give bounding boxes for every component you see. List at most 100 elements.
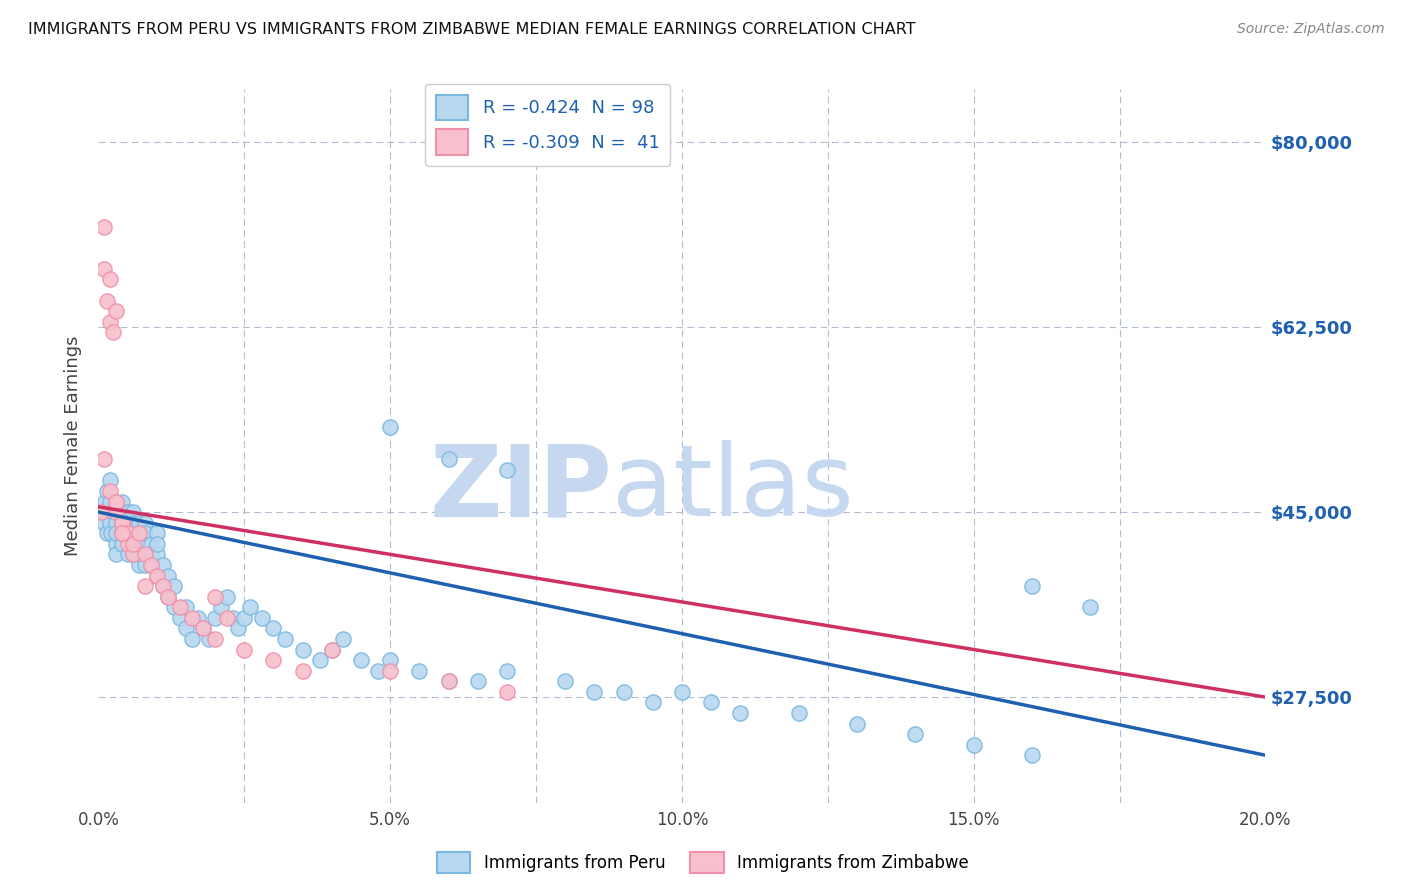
Point	[367, 664, 389, 678]
Point	[496, 685, 519, 699]
Point	[122, 516, 145, 530]
Point	[174, 621, 197, 635]
Point	[90, 505, 112, 519]
Text: Source: ZipAtlas.com: Source: ZipAtlas.com	[1237, 22, 1385, 37]
Point	[204, 611, 226, 625]
Point	[198, 632, 221, 646]
Text: atlas: atlas	[612, 441, 853, 537]
Point	[93, 219, 115, 234]
Legend: R = -0.424  N = 98, R = -0.309  N =  41: R = -0.424 N = 98, R = -0.309 N = 41	[425, 84, 671, 166]
Point	[114, 516, 136, 530]
Point	[117, 505, 139, 519]
Point	[128, 516, 150, 530]
Point	[111, 516, 134, 530]
Point	[104, 547, 127, 561]
Point	[101, 326, 124, 340]
Point	[134, 579, 156, 593]
Point	[122, 547, 145, 561]
Point	[93, 452, 115, 467]
Point	[139, 558, 162, 572]
Point	[90, 505, 112, 519]
Point	[1080, 600, 1102, 615]
Point	[174, 600, 197, 615]
Point	[408, 664, 430, 678]
Point	[134, 558, 156, 572]
Point	[274, 632, 297, 646]
Point	[193, 621, 215, 635]
Point	[104, 494, 127, 508]
Point	[291, 664, 314, 678]
Point	[152, 558, 174, 572]
Point	[108, 505, 131, 519]
Point	[846, 716, 869, 731]
Point	[163, 600, 186, 615]
Point	[96, 526, 118, 541]
Point	[180, 632, 202, 646]
Point	[437, 674, 460, 689]
Point	[117, 526, 139, 541]
Point	[239, 600, 262, 615]
Point	[98, 474, 121, 488]
Point	[111, 494, 134, 508]
Point	[146, 537, 169, 551]
Point	[111, 526, 134, 541]
Point	[134, 537, 156, 551]
Point	[380, 653, 402, 667]
Point	[1021, 748, 1043, 763]
Point	[104, 526, 127, 541]
Point	[262, 621, 284, 635]
Point	[120, 537, 142, 551]
Point	[98, 272, 121, 286]
Point	[250, 611, 273, 625]
Point	[104, 304, 127, 318]
Point	[612, 685, 634, 699]
Point	[671, 685, 693, 699]
Point	[700, 695, 723, 709]
Point	[128, 558, 150, 572]
Point	[228, 621, 250, 635]
Point	[169, 611, 191, 625]
Point	[554, 674, 576, 689]
Point	[134, 526, 156, 541]
Point	[437, 452, 460, 467]
Point	[193, 621, 215, 635]
Point	[104, 537, 127, 551]
Point	[146, 526, 169, 541]
Point	[152, 579, 174, 593]
Point	[111, 537, 134, 551]
Point	[163, 579, 186, 593]
Point	[128, 526, 150, 541]
Point	[111, 526, 134, 541]
Y-axis label: Median Female Earnings: Median Female Earnings	[65, 335, 83, 557]
Text: ZIP: ZIP	[429, 441, 612, 537]
Point	[169, 600, 191, 615]
Point	[139, 537, 162, 551]
Point	[98, 483, 121, 498]
Point	[641, 695, 664, 709]
Point	[122, 547, 145, 561]
Point	[139, 547, 162, 561]
Point	[209, 600, 232, 615]
Point	[93, 516, 115, 530]
Point	[122, 537, 145, 551]
Point	[117, 547, 139, 561]
Point	[98, 516, 121, 530]
Point	[157, 590, 180, 604]
Point	[787, 706, 810, 720]
Point	[730, 706, 752, 720]
Point	[139, 558, 162, 572]
Point	[111, 516, 134, 530]
Point	[117, 516, 139, 530]
Point	[221, 611, 243, 625]
Point	[128, 547, 150, 561]
Point	[157, 568, 180, 582]
Point	[98, 315, 121, 329]
Point	[111, 526, 134, 541]
Point	[309, 653, 332, 667]
Point	[215, 590, 238, 604]
Point	[96, 293, 118, 308]
Point	[122, 526, 145, 541]
Point	[187, 611, 209, 625]
Point	[104, 494, 127, 508]
Point	[157, 590, 180, 604]
